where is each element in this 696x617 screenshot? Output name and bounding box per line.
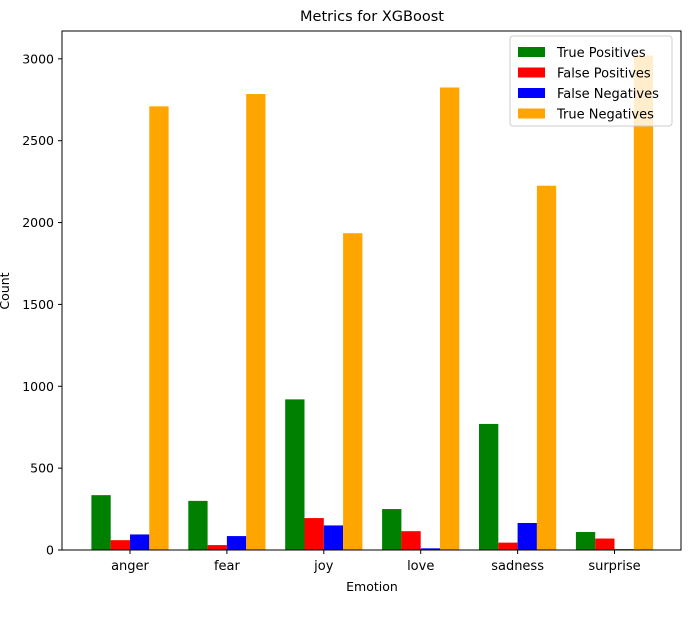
bar-sadness-false-positives [498,542,518,550]
legend: True Positives False Positives False Negat… [509,35,673,127]
bar-fear-true-negatives [246,94,266,551]
bar-sadness-false-negatives [517,522,537,550]
legend-swatch [518,47,545,57]
bar-fear-false-positives [207,545,227,550]
bar-love-true-negatives [440,87,460,551]
bar-love-true-positives [382,509,402,550]
legend-label: False Negatives [557,87,659,102]
legend-label: False Positives [557,67,651,82]
y-tick-label: 0 [46,543,54,558]
bar-fear-false-negatives [226,536,247,550]
x-tick-label: love [407,559,434,574]
y-tick-label: 1500 [22,297,54,312]
bar-surprise-false-positives [595,538,615,550]
y-tick-label: 500 [30,461,54,476]
bar-joy-false-negatives [323,525,344,550]
bar-love-false-negatives [420,548,440,550]
bar-anger-true-negatives [149,106,169,550]
legend-swatch [518,67,545,78]
bar-surprise-true-positives [575,531,596,550]
bar-sadness-true-positives [479,423,499,550]
legend-swatch [518,108,545,119]
legend-swatch [518,88,545,98]
bar-joy-true-positives [285,399,305,550]
x-tick-label: anger [111,559,149,574]
bar-fear-true-positives [188,500,208,550]
bar-surprise-true-negatives [633,55,654,551]
bar-joy-true-negatives [343,233,363,551]
x-tick-label: fear [214,559,241,574]
x-ticks: anger fear joy love sadness surprise [111,550,641,574]
y-tick-label: 2500 [22,133,54,148]
legend-label: True Negatives [556,108,654,123]
y-tick-label: 1000 [22,379,54,394]
chart-title: Metrics for XGBoost [300,9,444,25]
bar-joy-false-positives [304,518,324,550]
x-axis-label: Emotion [346,579,398,594]
bar-anger-false-positives [110,540,130,550]
bar-love-false-positives [401,531,421,550]
y-tick-label: 3000 [22,51,54,66]
legend-box [509,35,673,127]
y-ticks: 0 500 1000 1500 2000 2500 3000 [22,51,62,558]
y-tick-label: 2000 [22,215,54,230]
y-axis-label: Count [0,272,12,309]
legend-label: True Positives [556,46,646,61]
x-tick-label: sadness [491,559,544,574]
bars-group [91,55,654,551]
bar-anger-true-positives [91,495,111,550]
bar-anger-false-negatives [130,534,150,550]
x-tick-label: joy [313,559,334,574]
plot-frame [61,30,682,551]
x-tick-label: surprise [588,559,640,574]
bar-sadness-true-negatives [536,185,557,551]
